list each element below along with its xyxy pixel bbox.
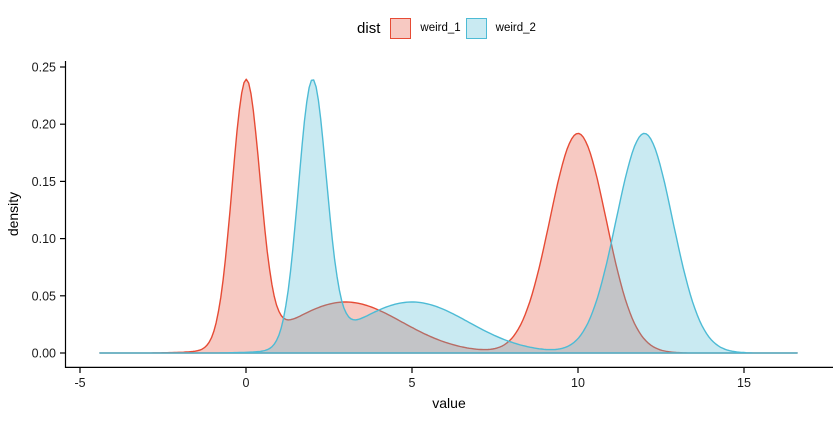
y-tick-label: 0.15 [32,175,56,189]
x-tick-label: 10 [571,376,585,390]
x-tick-label: -5 [74,376,85,390]
y-tick-label: 0.25 [32,61,56,75]
legend: dist weird_1 weird_2 [65,13,833,43]
x-tick-label: 15 [737,376,751,390]
y-tick-label: 0.05 [32,289,56,303]
legend-swatch-weird-1-icon [390,17,412,39]
y-tick-label: 0.00 [32,347,56,361]
y-axis-title: density [5,192,21,236]
y-tick-label: 0.20 [32,118,56,132]
x-axis-tick-labels: -5 0 5 10 15 [74,376,751,390]
x-axis-ticks [79,368,745,373]
legend-item-weird-2: weird_2 [465,17,536,39]
x-tick-label: 5 [409,376,416,390]
x-tick-label: 0 [243,376,250,390]
density-curves [99,78,798,354]
legend-title: dist [357,19,381,37]
y-axis-tick-labels: 0.00 0.05 0.10 0.15 0.20 0.25 [32,61,56,361]
legend-item-weird-1: weird_1 [390,17,461,39]
legend-swatch-weird-2-icon [465,17,487,39]
x-axis-title: value [432,395,466,411]
y-axis-ticks [60,66,65,354]
y-tick-label: 0.10 [32,232,56,246]
density-curve-weird_2 [99,79,798,354]
legend-label-weird-2: weird_2 [495,22,536,34]
legend-label-weird-1: weird_1 [420,22,461,34]
